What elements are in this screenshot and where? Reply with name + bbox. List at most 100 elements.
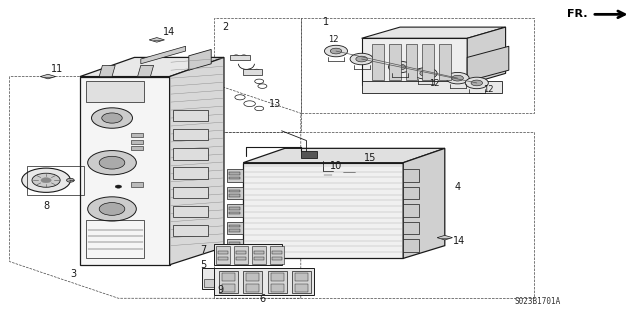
Polygon shape: [227, 222, 243, 234]
Circle shape: [465, 77, 488, 89]
Bar: [229, 229, 240, 232]
Bar: [271, 273, 284, 281]
Text: 7: 7: [200, 245, 206, 256]
Bar: [229, 242, 240, 245]
Bar: [272, 257, 282, 260]
Polygon shape: [437, 235, 452, 240]
Polygon shape: [403, 187, 419, 199]
Bar: [271, 284, 284, 292]
Bar: [229, 212, 240, 214]
Bar: [86, 81, 144, 102]
Circle shape: [22, 168, 70, 192]
Text: 1: 1: [323, 17, 330, 27]
Polygon shape: [40, 74, 56, 79]
Bar: [236, 251, 246, 254]
Circle shape: [414, 68, 437, 79]
Bar: [27, 166, 84, 195]
Bar: [204, 279, 215, 287]
Bar: [173, 187, 208, 198]
Circle shape: [388, 61, 412, 73]
Bar: [295, 284, 308, 292]
Bar: [214, 244, 282, 265]
Polygon shape: [403, 169, 419, 182]
Bar: [222, 273, 235, 281]
Bar: [229, 225, 240, 227]
Bar: [229, 207, 240, 210]
Bar: [272, 251, 282, 254]
Bar: [234, 246, 248, 264]
Text: 8: 8: [43, 201, 49, 211]
Text: 9: 9: [218, 285, 224, 295]
Bar: [173, 206, 208, 217]
Polygon shape: [80, 77, 170, 265]
Text: 12: 12: [483, 85, 493, 94]
Circle shape: [394, 64, 406, 70]
Polygon shape: [189, 49, 211, 70]
Bar: [254, 251, 264, 254]
Bar: [406, 44, 417, 80]
Text: 4: 4: [454, 182, 461, 192]
Bar: [230, 55, 250, 60]
Bar: [173, 225, 208, 236]
Circle shape: [99, 203, 125, 215]
Circle shape: [67, 178, 74, 182]
Polygon shape: [403, 239, 419, 252]
Bar: [229, 190, 240, 192]
Bar: [229, 177, 240, 179]
Bar: [254, 257, 264, 260]
Polygon shape: [138, 65, 154, 77]
Bar: [243, 271, 262, 293]
Polygon shape: [362, 38, 467, 85]
Bar: [243, 69, 262, 75]
Bar: [389, 44, 401, 80]
Circle shape: [356, 56, 367, 62]
Bar: [295, 273, 308, 281]
Bar: [216, 246, 230, 264]
Circle shape: [343, 169, 355, 175]
Bar: [131, 182, 143, 187]
Bar: [173, 110, 208, 121]
Polygon shape: [403, 148, 445, 258]
Polygon shape: [99, 65, 115, 77]
Bar: [214, 268, 314, 295]
Text: 14: 14: [452, 236, 465, 246]
Text: 15: 15: [364, 153, 376, 163]
Circle shape: [350, 53, 373, 65]
Bar: [216, 279, 228, 287]
Bar: [86, 220, 144, 258]
Polygon shape: [243, 148, 445, 163]
Polygon shape: [403, 222, 419, 234]
Polygon shape: [467, 46, 509, 81]
Circle shape: [102, 113, 122, 123]
Bar: [268, 271, 287, 293]
Polygon shape: [141, 46, 186, 64]
Bar: [246, 273, 259, 281]
Circle shape: [324, 45, 348, 57]
Bar: [246, 284, 259, 292]
Text: 3: 3: [70, 269, 77, 279]
Polygon shape: [403, 204, 419, 217]
Polygon shape: [170, 57, 224, 265]
Circle shape: [420, 70, 431, 76]
Circle shape: [452, 75, 463, 81]
Circle shape: [115, 185, 122, 188]
Polygon shape: [362, 81, 502, 93]
Bar: [131, 146, 143, 150]
Bar: [173, 129, 208, 140]
Circle shape: [330, 48, 342, 54]
Polygon shape: [243, 163, 403, 258]
Polygon shape: [227, 204, 243, 217]
Text: 12: 12: [328, 35, 339, 44]
Circle shape: [99, 156, 125, 169]
Text: 5: 5: [200, 260, 206, 270]
Bar: [229, 172, 240, 175]
Circle shape: [41, 178, 51, 183]
Circle shape: [446, 72, 469, 84]
Polygon shape: [80, 57, 224, 77]
Bar: [422, 44, 434, 80]
Text: S023B1701A: S023B1701A: [515, 297, 561, 306]
Bar: [218, 257, 228, 260]
Bar: [131, 140, 143, 144]
Polygon shape: [227, 169, 243, 182]
Polygon shape: [149, 38, 164, 42]
